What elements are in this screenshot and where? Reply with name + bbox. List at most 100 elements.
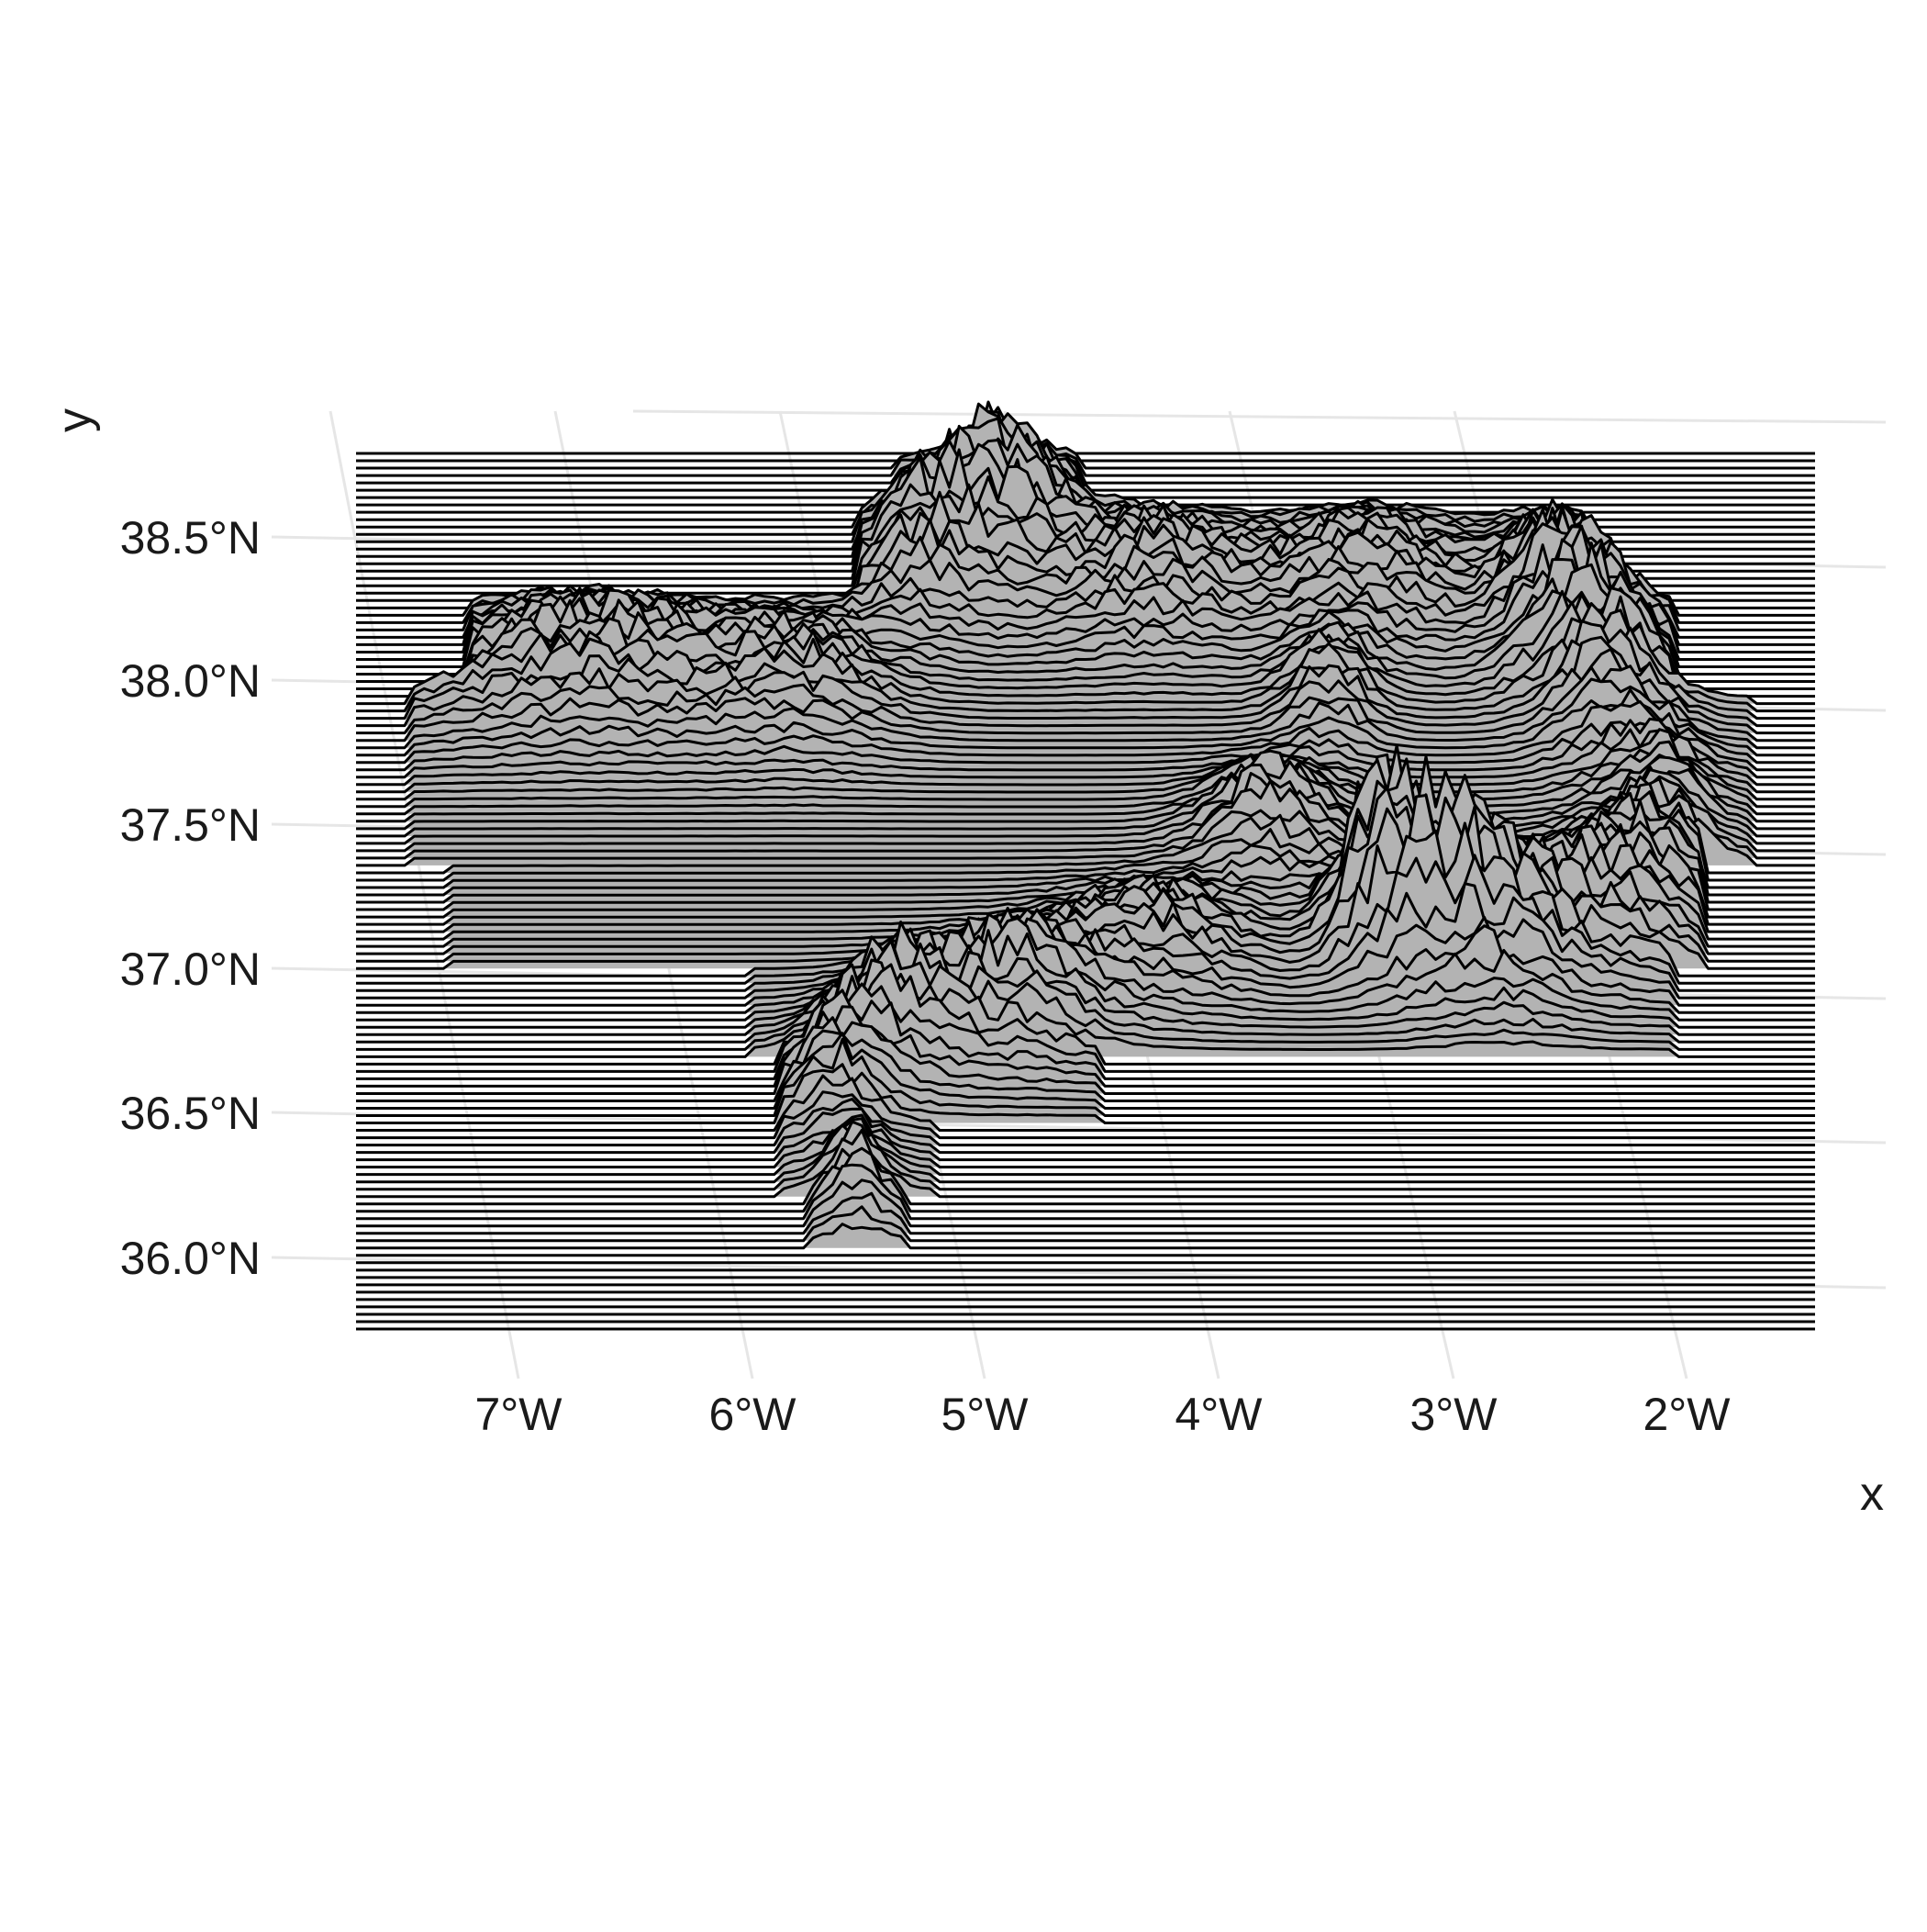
- ridge-line: [356, 936, 1815, 1044]
- ridge-line: [356, 754, 1815, 816]
- x-tick-labels: 7°W 6°W 5°W 4°W 3°W 2°W: [475, 1389, 1732, 1440]
- ridge-line: [356, 525, 1815, 646]
- ridge-line: [356, 609, 1815, 706]
- ridge-line: [356, 1005, 1815, 1088]
- ridge-line: [356, 745, 1815, 801]
- ridge-fill: [356, 938, 1815, 1043]
- x-tick-label: 4°W: [1175, 1389, 1264, 1440]
- ridge-line: [356, 595, 1815, 698]
- ridge-line: [356, 764, 1815, 926]
- ridge-fill: [356, 1148, 1815, 1212]
- ridge-line: [356, 740, 1815, 809]
- y-tick-label: 38.0°N: [120, 655, 261, 707]
- ridge-line: [356, 699, 1815, 765]
- ridge-fill: [356, 701, 1815, 763]
- ridge-fill: [356, 918, 1815, 1021]
- ridge-line: [356, 1098, 1815, 1147]
- ridge-line: [356, 1117, 1815, 1177]
- y-tick-labels: 38.5°N 38.0°N 37.5°N 37.0°N 36.5°N 36.0°N: [120, 512, 261, 1284]
- ridge-line: [356, 1113, 1815, 1162]
- ridge-line: [356, 1107, 1815, 1155]
- x-tick-label: 3°W: [1410, 1389, 1498, 1440]
- ridge-line: [356, 927, 1815, 1029]
- ridge-layer: [356, 400, 1815, 1331]
- ridge-line: [356, 1016, 1815, 1095]
- ridge-line: [356, 409, 1815, 529]
- ridge-line: [356, 792, 1815, 882]
- ridge-line: [356, 538, 1815, 661]
- ridge-fill: [356, 508, 1815, 623]
- ridge-line: [356, 988, 1815, 1080]
- ridge-line: [356, 921, 1815, 1036]
- ridge-line: [356, 982, 1815, 1073]
- ridge-line: [356, 1123, 1815, 1184]
- y-tick-label: 36.5°N: [120, 1088, 261, 1139]
- x-tick-label: 2°W: [1643, 1389, 1732, 1440]
- ridge-line: [356, 958, 1815, 1058]
- ridge-line: [356, 912, 1815, 1014]
- ridge-fill: [356, 429, 1815, 468]
- ridge-line: [356, 1090, 1815, 1140]
- ridge-line: [356, 749, 1815, 831]
- ridge-fill: [356, 449, 1815, 572]
- ridge-line: [356, 688, 1815, 757]
- y-axis-title: y: [48, 408, 101, 432]
- ridge-line: [356, 717, 1815, 779]
- ridge-line: [356, 939, 1815, 1051]
- ridge-line: [356, 1178, 1815, 1228]
- y-tick-label: 37.5°N: [120, 799, 261, 851]
- ridge-fill: [356, 1223, 1815, 1248]
- ridge-line: [356, 772, 1815, 853]
- ridge-fill: [356, 721, 1815, 770]
- ridge-line: [356, 790, 1815, 875]
- ridge-line: [356, 963, 1815, 1066]
- ridge-line: [356, 677, 1815, 750]
- ridge-line: [356, 763, 1815, 845]
- ridge-line: [356, 728, 1815, 794]
- ridge-line: [356, 1074, 1815, 1132]
- ridge-fill: [356, 941, 1815, 1050]
- ridge-line: [356, 1147, 1815, 1206]
- ridge-line: [356, 1063, 1815, 1124]
- ridge-fill: [356, 913, 1815, 1013]
- x-axis-title: x: [1860, 1468, 1884, 1521]
- y-tick-label: 36.0°N: [120, 1233, 261, 1284]
- ridge-line: [356, 917, 1815, 1022]
- y-tick-label: 37.0°N: [120, 944, 261, 995]
- ridge-fill: [356, 689, 1815, 755]
- x-tick-label: 5°W: [941, 1389, 1030, 1440]
- ridge-line: [356, 1223, 1815, 1250]
- ridge-fill: [356, 984, 1815, 1072]
- ridge-line: [356, 431, 1815, 485]
- ridge-line: [356, 428, 1815, 470]
- x-tick-label: 6°W: [709, 1389, 797, 1440]
- ridge-fill: [356, 960, 1815, 1057]
- ridge-line: [356, 1163, 1815, 1221]
- ridge-line: [356, 751, 1815, 823]
- ridge-line: [356, 1118, 1815, 1169]
- ridge-line: [356, 425, 1815, 477]
- ridge-line: [356, 794, 1815, 970]
- x-tick-label: 7°W: [475, 1389, 563, 1440]
- ridge-line: [356, 1029, 1815, 1102]
- y-tick-label: 38.5°N: [120, 512, 261, 564]
- ridge-line: [356, 1146, 1815, 1213]
- ridge-line: [356, 1129, 1815, 1199]
- ridge-line: [356, 1032, 1815, 1110]
- ridge-line: [356, 647, 1815, 735]
- ridge-line: [356, 907, 1815, 1007]
- ridge-line: [356, 908, 1815, 1000]
- ridge-line: [356, 1205, 1815, 1243]
- ridge-fill: [356, 1130, 1815, 1197]
- ridge-line: [356, 1037, 1815, 1117]
- ridge-line: [356, 1191, 1815, 1235]
- ridge-line: [356, 728, 1815, 787]
- ridge-fill: [356, 929, 1815, 1028]
- ridge-line: [356, 664, 1815, 743]
- parallel-gridline: [632, 409, 1887, 424]
- ridge-fill: [356, 1122, 1815, 1189]
- ridge-line: [356, 629, 1815, 720]
- ridge-line: [356, 1120, 1815, 1191]
